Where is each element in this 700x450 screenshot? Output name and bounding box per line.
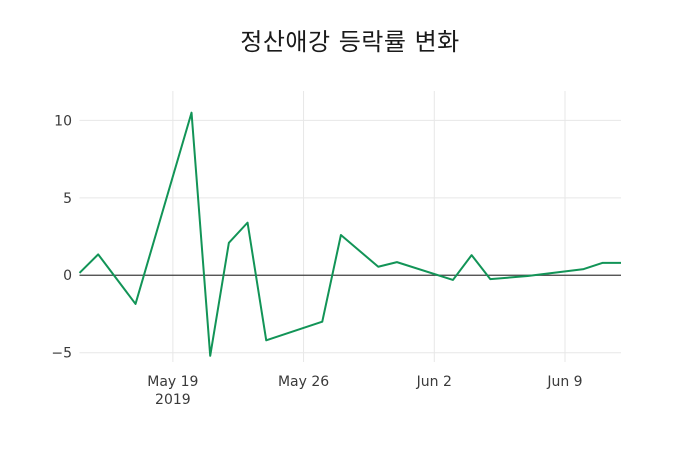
x-tick-label: Jun 9 <box>546 374 582 390</box>
x-tick-sublabel: 2019 <box>155 392 191 408</box>
x-tick-label: Jun 2 <box>416 374 452 390</box>
chart-title: 정산애강 등락률 변화 <box>240 28 460 56</box>
y-tick-label: −5 <box>51 346 72 362</box>
y-tick-label: 5 <box>63 191 72 207</box>
y-tick-label: 10 <box>54 113 72 129</box>
data-line-등락률 <box>78 111 621 357</box>
x-tick-label: May 26 <box>278 374 329 390</box>
x-tick-label: May 19 <box>147 374 198 390</box>
y-tick-label: 0 <box>63 268 72 284</box>
